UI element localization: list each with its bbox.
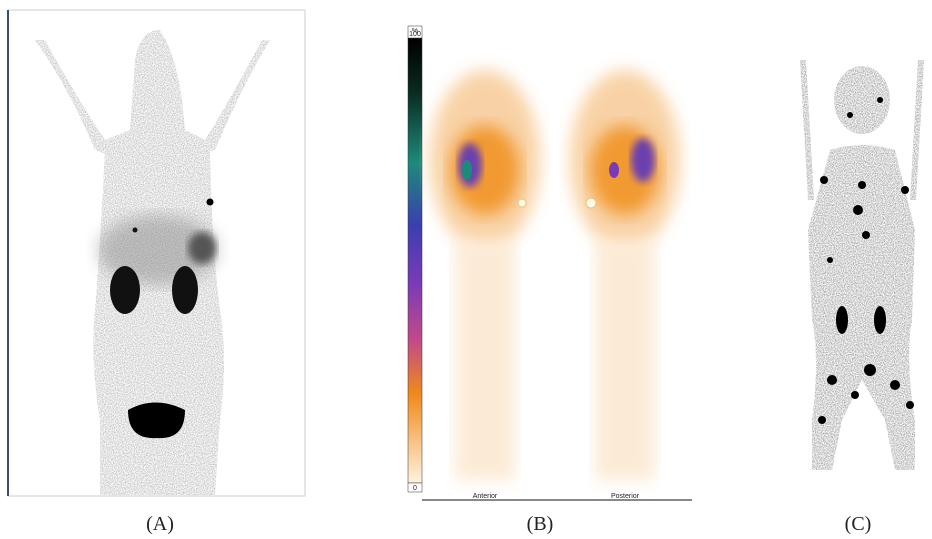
scale-unit: % [412,28,418,35]
panel-a-image [7,9,306,497]
view-label: Posterior [611,493,640,500]
scale-min: 0 [413,485,417,492]
panel-label: (B) [527,513,554,535]
scale-max: 100 [409,31,421,38]
view-label: Anterior [473,493,498,500]
panel-b-image: % 100 0 Anterior Posterior [407,15,692,501]
panel-label: (C) [845,513,872,535]
panel-c-image [800,60,924,470]
panel-label: (A) [146,513,174,535]
